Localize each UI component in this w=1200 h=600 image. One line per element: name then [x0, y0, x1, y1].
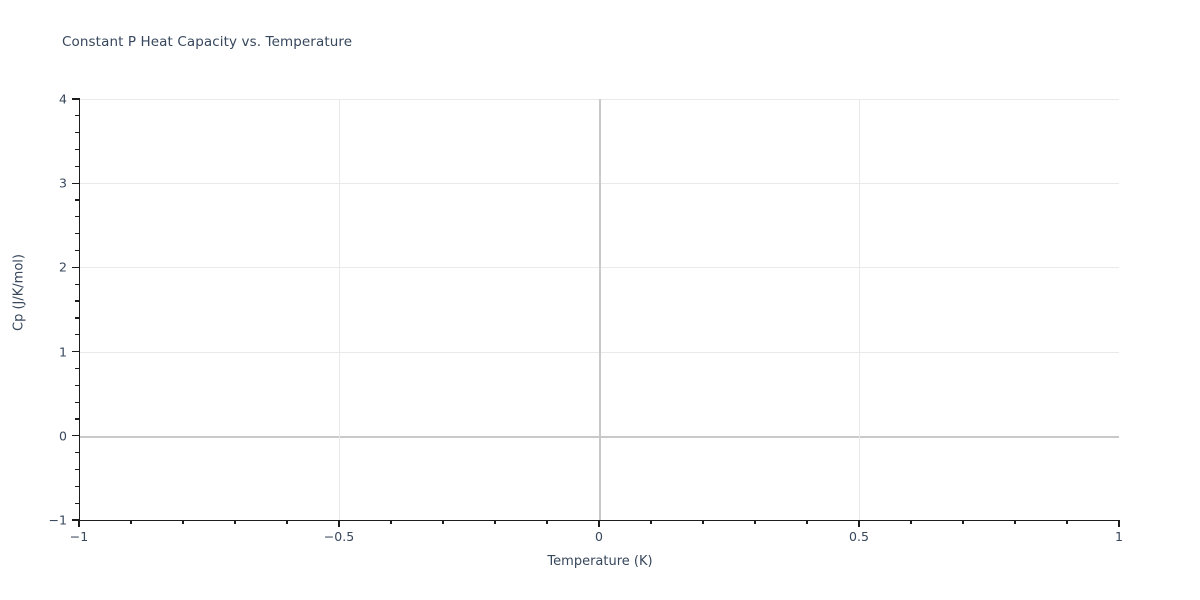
- x-tick-minor: [910, 520, 912, 524]
- y-tick-minor: [75, 249, 79, 252]
- y-tick-major: [72, 182, 79, 184]
- x-tick-minor: [234, 520, 236, 524]
- y-tick-minor: [75, 233, 79, 235]
- x-tick-major: [1118, 520, 1120, 527]
- x-tick-minor: [806, 520, 808, 524]
- y-tick-minor: [75, 216, 79, 218]
- gridline-x-zero: [599, 99, 601, 520]
- gridline-x: [859, 99, 860, 520]
- y-tick-minor: [75, 165, 79, 167]
- gridline-x: [339, 99, 340, 520]
- x-tick-major: [78, 520, 80, 527]
- y-tick-minor: [75, 199, 79, 201]
- y-tick-minor: [75, 418, 79, 420]
- y-tick-minor: [75, 384, 79, 386]
- x-tick-minor: [1014, 520, 1016, 524]
- y-tick-minor: [75, 452, 79, 454]
- x-tick-minor: [1066, 520, 1068, 524]
- y-tick-minor: [75, 317, 79, 319]
- y-tick-label: −1: [48, 512, 67, 528]
- x-tick-minor: [130, 520, 132, 524]
- y-tick-major: [72, 519, 79, 521]
- y-tick-minor: [75, 334, 79, 336]
- y-tick-label: 2: [59, 259, 67, 275]
- x-tick-minor: [494, 520, 496, 524]
- x-tick-minor: [650, 520, 652, 524]
- x-tick-major: [598, 520, 600, 527]
- x-tick-minor: [702, 520, 704, 524]
- y-tick-major: [72, 350, 79, 353]
- x-tick-label: −0.5: [323, 529, 355, 544]
- y-tick-minor: [75, 115, 79, 117]
- y-tick-label: 3: [59, 175, 67, 191]
- plot-area: [79, 99, 1119, 520]
- x-tick-minor: [754, 520, 756, 524]
- y-tick-minor: [75, 132, 79, 134]
- y-tick-minor: [75, 148, 79, 151]
- y-tick-label: 1: [59, 344, 67, 360]
- y-axis-label: Cp (J/K/mol): [11, 254, 27, 331]
- x-tick-minor: [546, 520, 548, 524]
- y-tick-major: [72, 435, 79, 437]
- y-tick-major: [72, 266, 79, 269]
- x-tick-minor: [442, 520, 444, 524]
- x-tick-major: [338, 520, 340, 527]
- y-tick-label: 4: [59, 91, 67, 107]
- x-tick-label: 0: [595, 529, 603, 544]
- y-tick-minor: [75, 300, 79, 302]
- y-tick-label: 0: [59, 428, 67, 444]
- y-tick-minor: [75, 283, 79, 285]
- page-title: Constant P Heat Capacity vs. Temperature: [62, 34, 353, 50]
- x-tick-label: −1: [69, 529, 89, 544]
- x-tick-minor: [182, 520, 184, 524]
- x-tick-label: 1: [1115, 529, 1123, 544]
- y-tick-minor: [75, 468, 79, 471]
- y-tick-minor: [75, 485, 79, 487]
- x-tick-minor: [390, 520, 392, 524]
- y-tick-minor: [75, 401, 79, 403]
- x-tick-major: [858, 520, 860, 527]
- y-tick-major: [72, 98, 79, 100]
- y-axis-spine: [79, 98, 81, 521]
- x-tick-minor: [962, 520, 964, 524]
- y-tick-minor: [75, 502, 79, 504]
- x-tick-minor: [286, 520, 288, 524]
- y-axis-tick-labels: −1 0 1 2 3 4: [0, 0, 67, 600]
- y-tick-minor: [75, 367, 79, 370]
- x-axis-label: Temperature (K): [547, 554, 653, 569]
- x-tick-label: 0.5: [849, 529, 869, 544]
